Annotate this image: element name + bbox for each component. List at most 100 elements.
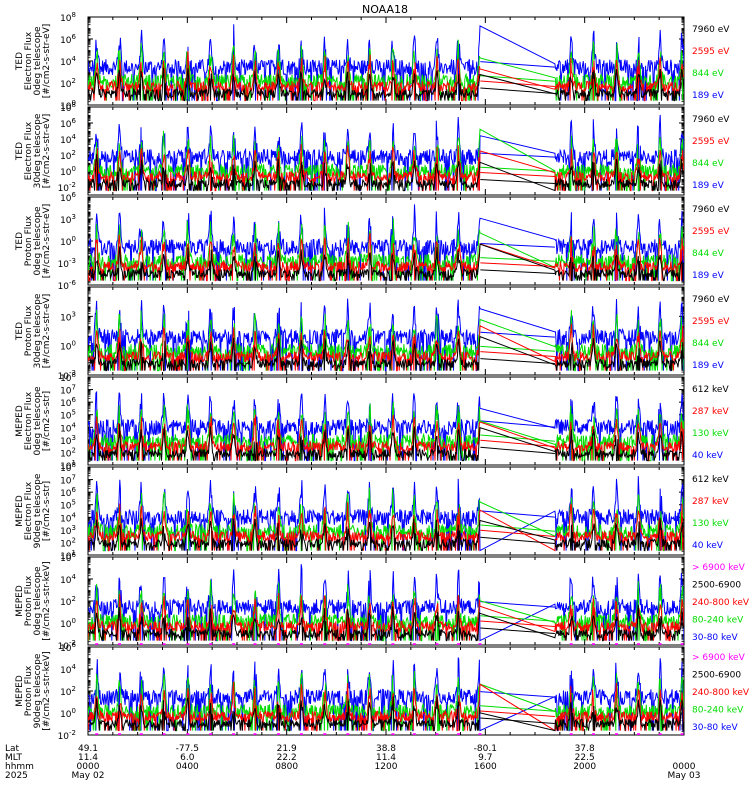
y-tick-exponent: -2 — [69, 181, 76, 189]
y-tick-exponent: -2 — [69, 729, 76, 737]
y-axis-label-line: TED — [15, 52, 25, 71]
series-mark-magenta — [253, 643, 257, 645]
gap-connector — [480, 627, 555, 635]
y-tick-label: 10-2 — [58, 729, 76, 742]
series-mark-magenta — [680, 643, 684, 645]
series-line-black — [88, 423, 684, 462]
y-axis-label-line: Electron Flux — [24, 121, 34, 180]
y-tick-exponent: 6 — [72, 551, 77, 559]
x-date-label: May 03 — [668, 771, 701, 781]
y-axis-label-line: [#/cm2-s-str-keV] — [42, 561, 52, 640]
series-line-green — [88, 309, 684, 372]
series-mark-magenta — [368, 643, 372, 645]
y-tick-exponent: 7 — [72, 474, 76, 482]
y-tick-label: 102 — [60, 595, 76, 608]
legend-entry: 612 keV — [692, 385, 729, 395]
y-axis-label-line: [#/cm2-s-str-eV] — [42, 24, 52, 99]
y-tick-base: 10 — [60, 539, 72, 549]
y-tick-exponent: 0 — [72, 340, 76, 348]
series-line-red — [88, 502, 684, 552]
series-mark-magenta — [118, 733, 122, 735]
series-mark-magenta — [323, 643, 327, 645]
y-axis-label-line: 90deg telescope — [33, 473, 43, 548]
gap-connector — [480, 358, 555, 365]
y-tick-base: 10 — [60, 576, 72, 586]
y-tick-label: 103 — [60, 524, 76, 537]
gap-connector — [480, 61, 555, 68]
series-group — [88, 390, 684, 462]
y-axis-label: MEPED Proton Flux 0deg telescope [#/cm2-s-s… — [15, 561, 52, 640]
y-axis-label-line: [#/cm2-s-str-keV] — [42, 651, 52, 730]
series-mark-magenta — [346, 643, 350, 645]
gap-connector — [480, 345, 555, 352]
gap-connector — [480, 434, 555, 442]
gap-connector — [480, 152, 555, 158]
y-tick-label: 107 — [60, 474, 76, 487]
y-axis-label-line: TED — [15, 142, 25, 161]
series-mark-magenta — [391, 643, 395, 645]
legend-entry: 2595 eV — [692, 47, 730, 57]
y-axis-label-line: MEPED — [15, 495, 25, 527]
series-mark-magenta — [435, 643, 439, 645]
y-axis-label-line: [#/cm2-s-str-eV] — [42, 204, 52, 279]
gap-connector — [480, 75, 555, 82]
y-tick-base: 10 — [60, 194, 72, 204]
y-tick-exponent: 4 — [72, 663, 77, 671]
legend-entry: 30-80 keV — [692, 633, 738, 643]
y-tick-label: 10-2 — [58, 639, 76, 652]
y-tick-base: 10 — [60, 502, 72, 512]
y-tick-exponent: 1 — [72, 459, 76, 467]
gap-connector — [480, 524, 555, 532]
y-tick-label: 102 — [60, 77, 76, 90]
y-tick-base: 10 — [58, 732, 70, 742]
gap-connector — [480, 166, 555, 172]
legend-entry: 2595 eV — [692, 317, 730, 327]
y-tick-label: 104 — [60, 55, 76, 68]
y-tick-exponent: 4 — [72, 421, 77, 429]
x-lat-label: -80.1 — [474, 744, 497, 754]
series-mark-magenta — [636, 733, 640, 735]
series-mark-magenta — [139, 733, 143, 735]
y-tick-exponent: 6 — [72, 641, 77, 649]
y-axis-label-line: MEPED — [15, 675, 25, 707]
series-line-blue — [88, 390, 684, 462]
y-tick-label: 103 — [60, 213, 76, 226]
y-tick-base: 10 — [60, 136, 72, 146]
y-tick-exponent: -3 — [69, 369, 76, 377]
legend-entry: 189 eV — [692, 91, 725, 101]
x-mlt-label: 9.7 — [478, 753, 492, 763]
series-mark-magenta — [391, 733, 395, 735]
y-axis-label-line: [#/cm2-s-str] — [42, 481, 52, 541]
y-axis-label: MEPED Proton Flux 90deg telescope [#/cm2-s-… — [15, 651, 52, 730]
y-tick-exponent: 6 — [72, 117, 77, 125]
gap-connector — [480, 331, 555, 338]
x-mlt-label: 11.4 — [376, 753, 396, 763]
y-tick-label: 108 — [60, 461, 76, 474]
y-tick-label: 104 — [60, 133, 76, 146]
y-tick-exponent: 2 — [72, 446, 76, 454]
y-axis-label-line: 0deg telescope — [33, 386, 43, 456]
x-lat-label: 37.8 — [575, 744, 595, 754]
series-group — [88, 298, 684, 372]
x-lat-label: -77.5 — [176, 744, 199, 754]
legend-entry: 240-800 keV — [692, 598, 750, 608]
legend-entry: 130 keV — [692, 519, 729, 529]
series-mark-magenta — [591, 643, 595, 645]
y-tick-exponent: 8 — [72, 461, 76, 469]
legend-entry: 30-80 keV — [692, 723, 738, 733]
y-tick-exponent: -2 — [69, 639, 76, 647]
series-line-red — [88, 144, 684, 192]
y-tick-base: 10 — [60, 424, 72, 434]
legend-entry: 844 eV — [692, 339, 725, 349]
y-tick-base: 10 — [58, 282, 70, 292]
series-mark-magenta — [276, 643, 280, 645]
y-tick-label: 106 — [60, 486, 76, 499]
y-tick-base: 10 — [60, 58, 72, 68]
y-tick-exponent: 6 — [72, 33, 77, 41]
legend-entry: 130 keV — [692, 429, 729, 439]
series-mark-magenta — [591, 733, 595, 735]
